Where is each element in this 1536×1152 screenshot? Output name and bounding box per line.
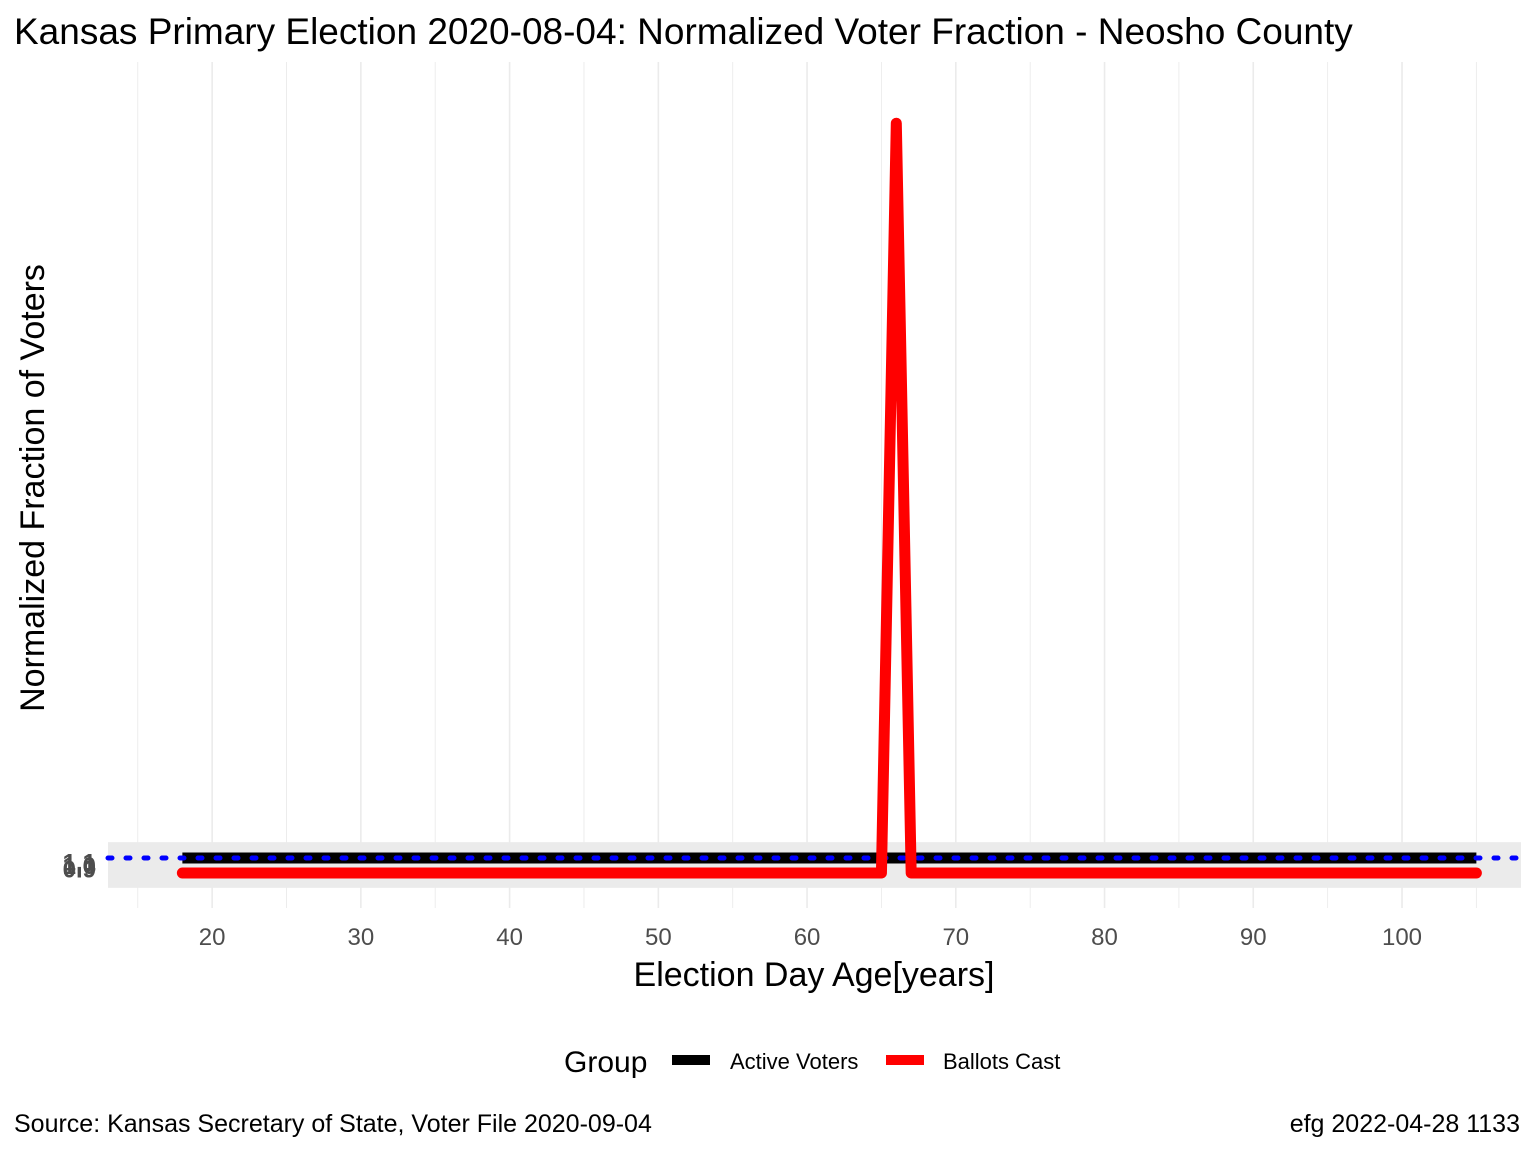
credit-caption: efg 2022-04-28 1133 [1290,1110,1520,1138]
x-tick-labels: 20 30 40 50 60 70 80 90 100 [199,924,1422,951]
x-tick-label-30: 30 [348,924,375,951]
legend-swatch-ballots-cast [886,1055,924,1065]
legend-label-active-voters: Active Voters [730,1049,858,1074]
plot-area [105,62,1524,908]
x-tick-label-20: 20 [199,924,226,951]
legend-title: Group [564,1046,647,1079]
x-tick-label-90: 90 [1240,924,1267,951]
x-tick-label-60: 60 [794,924,821,951]
y-tick-labels: 0.91.01.1 [63,850,96,884]
legend-label-ballots-cast: Ballots Cast [943,1049,1060,1074]
x-tick-label-40: 40 [496,924,523,951]
y-axis-title: Normalized Fraction of Voters [14,264,52,712]
legend: Group Active Voters Ballots Cast [564,1046,1060,1079]
y-tick-label-1.1: 1.1 [63,850,96,877]
series-line-ballots-cast [176,117,1482,879]
x-tick-label-80: 80 [1091,924,1118,951]
gridlines [137,62,1477,908]
legend-swatch-active-voters [672,1055,710,1065]
source-caption: Source: Kansas Secretary of State, Voter… [14,1110,652,1138]
y-range-band [108,842,1521,888]
x-tick-label-70: 70 [942,924,969,951]
y-tick-label-1.0: 1.0 [63,853,96,880]
x-tick-label-50: 50 [645,924,672,951]
series-lines [105,117,1524,879]
y-tick-label-0.9: 0.9 [63,856,96,883]
x-axis-title: Election Day Age[years] [634,956,995,994]
chart-title: Kansas Primary Election 2020-08-04: Norm… [14,11,1353,52]
x-tick-label-100: 100 [1382,924,1422,951]
